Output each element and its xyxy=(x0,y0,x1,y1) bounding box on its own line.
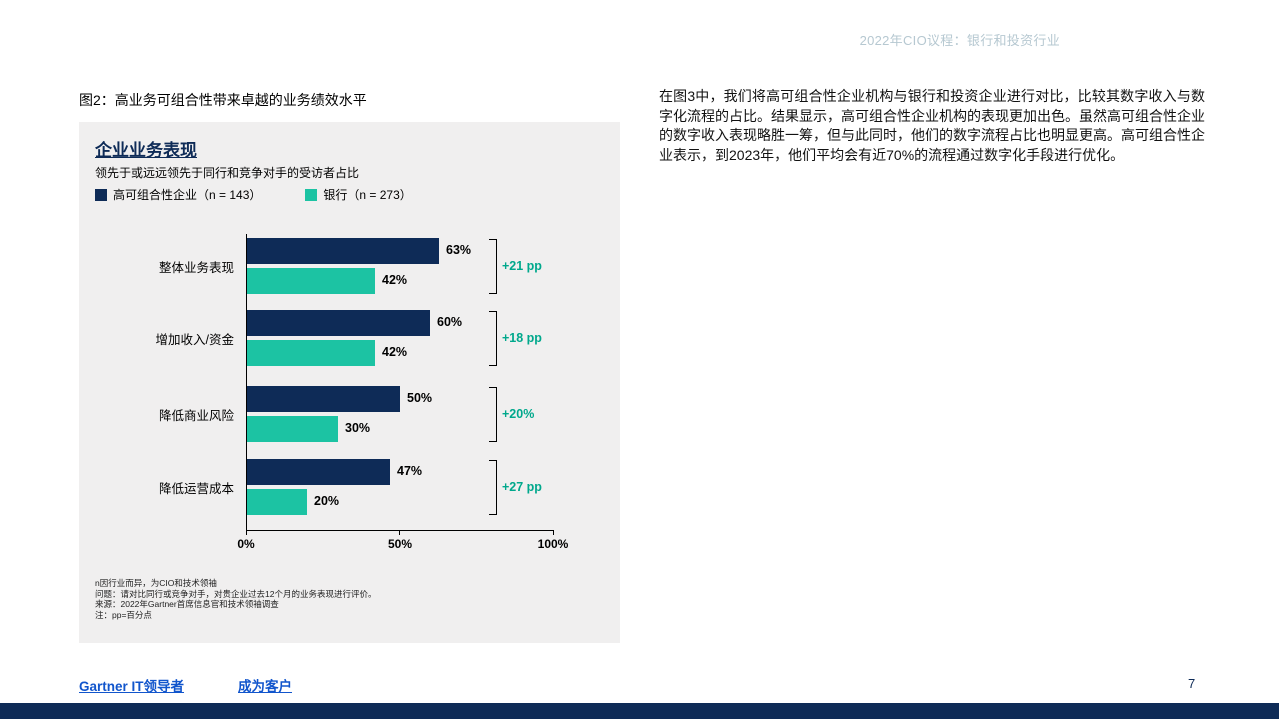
figure-caption: 图2：高业务可组合性带来卓越的业务绩效水平 xyxy=(79,92,367,108)
legend-item-composable: 高可组合性企业（n = 143） xyxy=(95,186,261,203)
bar-group: 降低商业风险 50% 30% +20% xyxy=(79,386,620,442)
delta-bracket xyxy=(489,311,497,366)
x-tick-0 xyxy=(246,530,247,535)
bar-value-label: 60% xyxy=(437,315,463,329)
bar-value-label: 47% xyxy=(397,464,423,478)
y-axis-line xyxy=(246,234,247,530)
page-number: 7 xyxy=(1188,676,1196,691)
chart-panel: 企业业务表现 领先于或远远领先于同行和竞争对手的受访者占比 高可组合性企业（n … xyxy=(79,122,620,643)
x-tick-label-0: 0% xyxy=(237,537,255,551)
bar-composable xyxy=(246,238,439,264)
footnote-line: 来源：2022年Gartner首席信息官和技术领袖调查 xyxy=(95,599,279,610)
bar-value-label: 30% xyxy=(345,421,371,435)
category-label: 增加收入/资金 xyxy=(155,332,234,347)
bar-banking xyxy=(246,268,375,294)
chart-legend: 高可组合性企业（n = 143） 银行（n = 273） xyxy=(95,186,412,203)
bar-value-label: 42% xyxy=(382,345,408,359)
category-label: 降低商业风险 xyxy=(158,408,234,423)
bar-value-label: 50% xyxy=(407,391,433,405)
legend-label-composable: 高可组合性企业（n = 143） xyxy=(113,188,262,202)
chart-title: 企业业务表现 xyxy=(95,141,197,160)
bar-composable xyxy=(246,386,400,412)
x-tick-label-100: 100% xyxy=(537,537,569,551)
bar-composable xyxy=(246,310,430,336)
bar-value-label: 42% xyxy=(382,273,408,287)
x-tick-100 xyxy=(553,530,554,535)
bar-banking xyxy=(246,489,307,515)
footer-link-gartner-it-leaders[interactable]: Gartner IT领导者 xyxy=(79,679,185,694)
legend-label-banking: 银行（n = 273） xyxy=(323,188,412,202)
bar-value-label: 20% xyxy=(314,494,340,508)
bar-group: 降低运营成本 47% 20% +27 pp xyxy=(79,459,620,515)
chart-footnotes: n因行业而异，为CIO和技术领袖 问题：请对比同行或竞争对手，对贵企业过去12个… xyxy=(95,578,376,621)
category-label: 降低运营成本 xyxy=(158,481,234,496)
plot-area: 整体业务表现 63% 42% +21 pp 增加收入/资金 60% 42% +18 pp 降低商… xyxy=(79,122,620,643)
legend-item-banking: 银行（n = 273） xyxy=(305,186,412,203)
x-tick-50 xyxy=(399,530,400,535)
delta-bracket xyxy=(489,460,497,515)
delta-label: +20% xyxy=(502,407,535,421)
delta-label: +27 pp xyxy=(502,480,542,494)
chart-subtitle: 领先于或远远领先于同行和竞争对手的受访者占比 xyxy=(95,166,360,180)
x-axis-line xyxy=(246,530,554,531)
legend-swatch-banking xyxy=(305,188,318,201)
bar-composable xyxy=(246,459,390,485)
footnote-line: 问题：请对比同行或竞争对手，对贵企业过去12个月的业务表现进行评价。 xyxy=(95,588,377,599)
legend-swatch-composable xyxy=(95,188,107,201)
delta-label: +18 pp xyxy=(502,331,542,345)
footnote-line: n因行业而异，为CIO和技术领袖 xyxy=(95,578,217,588)
bar-banking xyxy=(246,340,375,366)
delta-label: +21 pp xyxy=(502,259,542,273)
category-label: 整体业务表现 xyxy=(158,260,234,275)
footer-bar xyxy=(0,703,1279,719)
report-header: 2022年CIO议程：银行和投资行业 xyxy=(859,33,1060,48)
bar-banking xyxy=(246,416,338,442)
footer-link-become-client[interactable]: 成为客户 xyxy=(238,679,292,694)
bar-group: 增加收入/资金 60% 42% +18 pp xyxy=(79,310,620,366)
bar-group: 整体业务表现 63% 42% +21 pp xyxy=(79,238,620,294)
delta-bracket xyxy=(489,387,497,442)
bar-value-label: 63% xyxy=(446,243,472,257)
footnote-line: 注：pp=百分点 xyxy=(95,609,152,620)
delta-bracket xyxy=(489,239,497,294)
body-paragraph: 在图3中，我们将高可组合性企业机构与银行和投资企业进行对比，比较其数字收入与数字… xyxy=(659,88,1205,163)
x-tick-label-50: 50% xyxy=(387,537,413,551)
